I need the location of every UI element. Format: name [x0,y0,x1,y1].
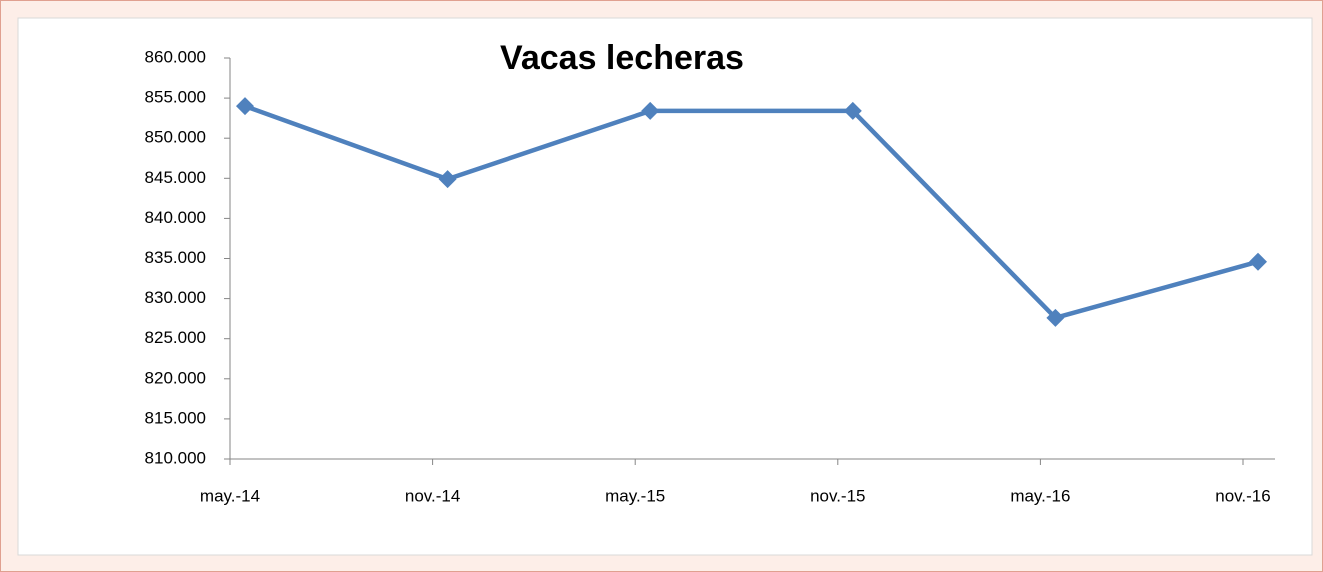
y-tick-label: 820.000 [145,368,206,387]
y-tick-label: 810.000 [145,448,206,467]
x-tick-label: may.-14 [200,486,260,505]
chart-title: Vacas lecheras [500,39,744,77]
marker [438,170,457,189]
y-tick-label: 850.000 [145,128,206,147]
marker [843,101,862,120]
y-tick-label: 815.000 [145,408,206,427]
x-tick-label: nov.-16 [1215,486,1270,505]
y-tick-label: 840.000 [145,208,206,227]
y-tick-label: 825.000 [145,328,206,347]
line [244,104,1259,321]
marker [641,101,660,120]
marker [236,97,254,116]
y-tick-label: 835.000 [145,248,206,267]
y-tick-label: 860.000 [145,47,206,66]
marker [1046,308,1065,327]
y-tick-label: 855.000 [145,88,206,107]
chart-area [17,17,1313,556]
x-tick-label: nov.-14 [405,486,460,505]
y-tick-label: 830.000 [145,288,206,307]
marker [1249,252,1267,271]
x-tick-label: may.-15 [605,486,665,505]
x-tick-label: may.-16 [1010,486,1070,505]
x-tick-label: nov.-15 [810,486,865,505]
y-tick-label: 845.000 [145,168,206,187]
